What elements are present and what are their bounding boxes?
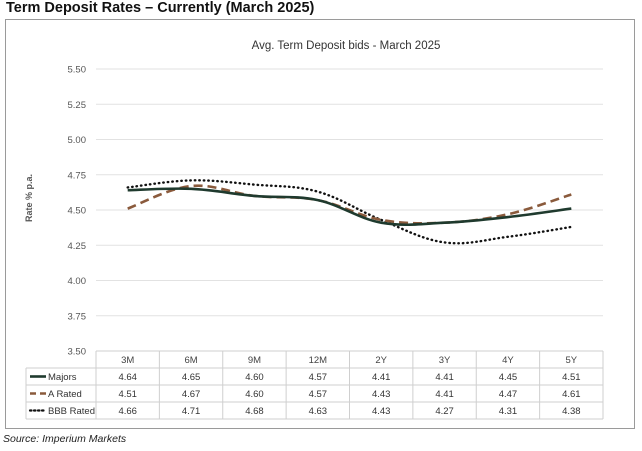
y-tick-label: 5.00 (68, 135, 87, 146)
series-line (126, 179, 573, 245)
x-tick-label: 12M (309, 355, 328, 366)
x-tick-label: 6M (184, 355, 197, 366)
data-label: 4.67 (182, 389, 201, 400)
x-tick-label: 3Y (439, 355, 451, 366)
data-label: 4.57 (309, 372, 328, 383)
data-label: 4.60 (245, 389, 264, 400)
legend-label: BBB Rated (48, 406, 95, 417)
y-tick-label: 3.75 (68, 311, 87, 322)
data-label: 4.51 (118, 389, 137, 400)
y-tick-label: 4.00 (68, 276, 87, 287)
data-label: 4.31 (499, 406, 518, 417)
legend-label: A Rated (48, 389, 82, 400)
data-label: 4.60 (245, 372, 264, 383)
data-label: 4.65 (182, 372, 201, 383)
data-label: 4.41 (435, 372, 454, 383)
data-label: 4.61 (562, 389, 581, 400)
chart-title: Avg. Term Deposit bids - March 2025 (252, 40, 441, 52)
x-tick-label: 9M (248, 355, 261, 366)
x-tick-label: 4Y (502, 355, 514, 366)
data-label: 4.41 (372, 372, 391, 383)
data-label: 4.41 (435, 389, 454, 400)
data-label: 4.66 (118, 406, 137, 417)
legend-label: Majors (48, 372, 77, 383)
data-label: 4.43 (372, 406, 391, 417)
x-tick-label: 3M (121, 355, 134, 366)
data-label: 4.51 (562, 372, 581, 383)
y-tick-label: 5.50 (68, 65, 87, 76)
page-title: Term Deposit Rates – Currently (March 20… (6, 0, 315, 16)
data-label: 4.63 (309, 406, 328, 417)
data-label: 4.45 (499, 372, 518, 383)
x-tick-label: 5Y (566, 355, 578, 366)
source-note: Source: Imperium Markets (3, 433, 127, 445)
chart-frame (5, 19, 635, 429)
y-tick-label: 4.75 (68, 170, 87, 181)
y-tick-label: 3.50 (68, 347, 87, 358)
data-label: 4.71 (182, 406, 201, 417)
data-label: 4.68 (245, 406, 264, 417)
y-tick-label: 5.25 (68, 100, 87, 111)
data-label: 4.64 (118, 372, 137, 383)
data-label: 4.38 (562, 406, 581, 417)
series-line (127, 187, 572, 227)
data-label: 4.47 (499, 389, 518, 400)
y-tick-label: 4.25 (68, 241, 87, 252)
data-label: 4.27 (435, 406, 454, 417)
data-label: 4.43 (372, 389, 391, 400)
x-tick-label: 2Y (375, 355, 387, 366)
y-axis-label: Rate % p.a. (24, 174, 34, 222)
data-label: 4.57 (309, 389, 328, 400)
y-tick-label: 4.50 (68, 206, 87, 217)
